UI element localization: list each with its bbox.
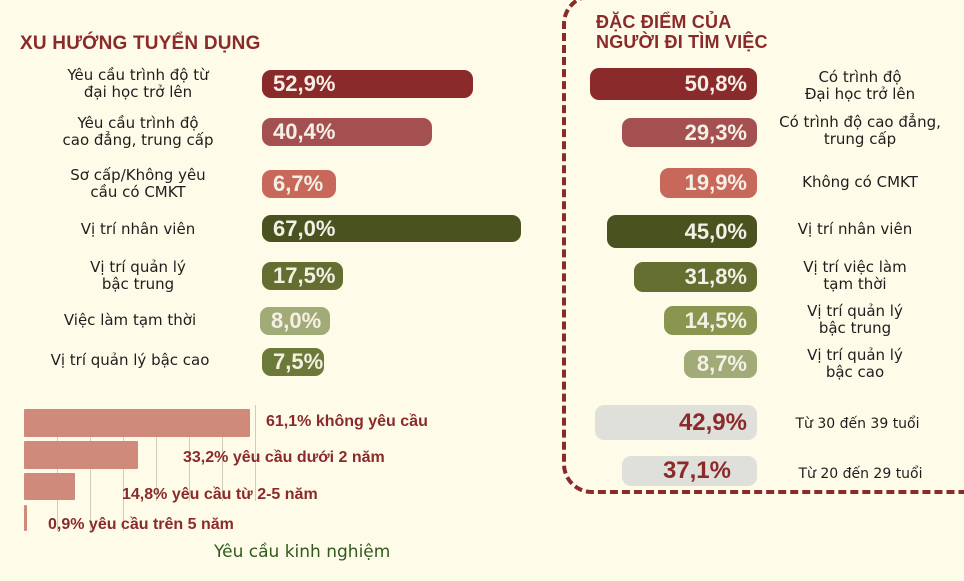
experience-bar-2-5 [24,473,75,500]
right-bar-college: 29,3% [622,118,757,147]
right-bar-age-20-29: 37,1% [622,456,757,486]
experience-label: 33,2% yêu cầu dưới 2 năm [183,449,385,466]
gridline [255,405,256,501]
right-row-label: Vị trí quản lý bậc cao [807,346,903,381]
left-bar-staff: 67,0% [262,215,521,242]
right-row-label: Có trình độ cao đẳng, trung cấp [779,113,941,148]
gridline [57,409,58,531]
right-bar-temporary: 31,8% [634,262,757,292]
left-row-label: Yêu cầu trình độ cao đẳng, trung cấp [62,114,214,149]
right-bar-age-30-39: 42,9% [595,405,757,440]
experience-bar-over-5 [24,505,27,531]
right-panel-frame [562,0,964,494]
right-row-label: Vị trí quản lý bậc trung [807,302,903,337]
left-row-label: Vị trí quản lý bậc cao [50,350,210,369]
gridline [156,409,157,501]
left-row-label: Sơ cấp/Không yêu cầu có CMKT [70,166,206,201]
right-bar-no-cmkt: 19,9% [660,168,757,198]
left-bar-college: 40,4% [262,118,432,146]
left-bar-senior-manager: 7,5% [262,348,324,376]
left-bar-temporary: 8,0% [260,307,330,335]
left-row-label: Việc làm tạm thời [63,310,197,329]
left-panel-title: XU HƯỚNG TUYỂN DỤNG [20,33,261,54]
right-row-label: Có trình độ Đại học trở lên [804,68,916,103]
gridline [189,409,190,501]
experience-caption: Yêu cầu kinh nghiệm [214,542,391,562]
gridline [222,409,223,501]
right-row-label: Vị trí việc làm tạm thời [803,258,907,293]
left-bar-no-cmkt: 6,7% [262,170,336,198]
left-row-label: Yêu cầu trình độ từ đại học trở lên [67,66,209,101]
left-row-label: Vị trí quản lý bậc trung [90,258,186,293]
experience-bar-none [24,409,250,437]
experience-label: 14,8% yêu cầu từ 2-5 năm [122,486,318,503]
left-bar-mid-manager: 17,5% [262,262,343,290]
left-row-label: Vị trí nhân viên [80,219,196,238]
right-row-label: Từ 30 đến 39 tuổi [795,415,920,432]
gridline [90,409,91,531]
experience-label: 61,1% không yêu cầu [266,413,428,430]
right-panel-title: ĐẶC ĐIỂM CỦA NGƯỜI ĐI TÌM VIỆC [596,12,768,52]
right-bar-mid-manager: 14,5% [664,306,757,335]
experience-label: 0,9% yêu cầu trên 5 năm [48,516,234,533]
left-bar-university: 52,9% [262,70,473,98]
gridline [123,409,124,531]
right-bar-staff: 45,0% [607,215,757,248]
right-bar-senior-manager: 8,7% [684,350,757,378]
experience-bar-under-2 [24,441,138,469]
right-row-label: Không có CMKT [802,172,918,191]
right-row-label: Từ 20 đến 29 tuổi [798,465,923,482]
right-row-label: Vị trí nhân viên [797,219,913,238]
right-bar-university: 50,8% [590,68,757,100]
